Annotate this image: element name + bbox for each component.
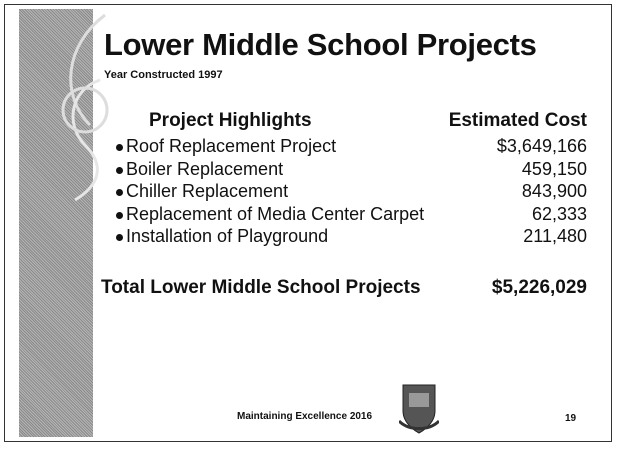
bullet xyxy=(116,189,123,196)
project-cost: 62,333 xyxy=(532,204,587,225)
page: {"header": {"title": "Lower Middle Schoo… xyxy=(0,0,619,473)
title: Lower Middle School Projects xyxy=(104,27,537,63)
total-value: $5,226,029 xyxy=(492,277,587,299)
project-cost: $3,649,166 xyxy=(497,136,587,157)
total-label: Total Lower Middle School Projects xyxy=(101,277,421,299)
emblem xyxy=(399,381,439,435)
bullet xyxy=(116,234,123,241)
project-name: Roof Replacement Project xyxy=(126,136,336,157)
project-name: Replacement of Media Center Carpet xyxy=(126,204,424,225)
bullet xyxy=(116,212,123,219)
project-cost: 843,900 xyxy=(522,181,587,202)
project-name: Chiller Replacement xyxy=(126,181,288,202)
bullet xyxy=(116,167,123,174)
footer-text: Maintaining Excellence 2016 xyxy=(237,411,372,422)
bullet xyxy=(116,144,123,151)
page-number: 19 xyxy=(565,413,576,424)
project-cost: 459,150 xyxy=(522,159,587,180)
column-header: Project Highlights xyxy=(149,110,312,132)
subtitle: Year Constructed 1997 xyxy=(104,69,223,81)
slide: Lower Middle School Projects Year Constr… xyxy=(4,4,612,442)
column-header: Estimated Cost xyxy=(449,110,587,132)
project-cost: 211,480 xyxy=(523,226,587,247)
project-name: Boiler Replacement xyxy=(126,159,283,180)
project-name: Installation of Playground xyxy=(126,226,328,247)
